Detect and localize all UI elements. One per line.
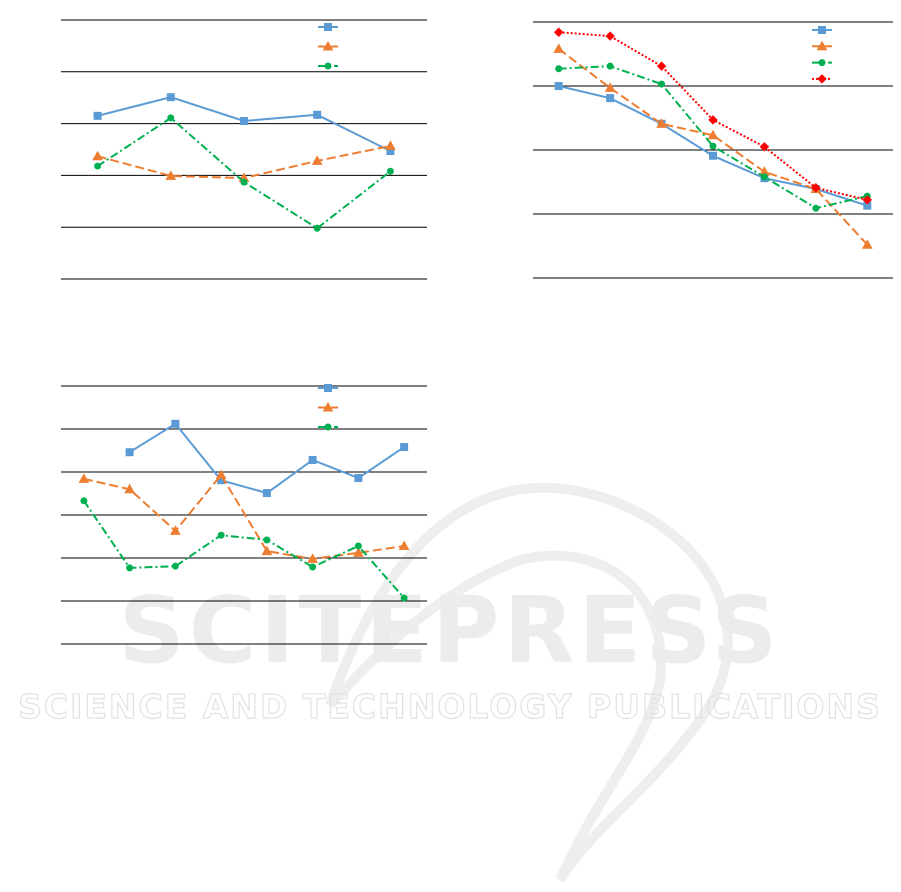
data-point [554,27,564,37]
data-point [400,443,409,452]
data-point [353,547,364,557]
line-chart [61,19,427,280]
data-point [80,497,88,505]
series-line [83,500,405,599]
line-chart [533,21,893,279]
legend-marker [817,74,827,84]
data-point [812,204,820,212]
data-point [311,155,323,165]
data-point [165,170,177,180]
data-point [166,93,175,102]
data-point [553,43,565,53]
line-chart [61,384,427,645]
legend-marker [322,40,334,51]
data-point [862,195,872,205]
data-point [400,594,408,602]
data-point [313,110,322,119]
legend-marker [324,62,332,70]
data-point [93,111,102,120]
legend-marker [324,423,332,431]
data-point [313,224,321,232]
legend-marker [818,26,826,34]
data-point [861,239,873,249]
data-point [605,31,615,41]
watermark-swirl [325,482,733,883]
data-point [555,65,563,73]
data-point [263,536,271,544]
data-point [94,162,102,170]
data-point [354,474,363,483]
data-point [606,94,615,103]
data-point [386,167,394,175]
data-point [261,545,273,556]
data-point [125,448,134,457]
data-point [262,489,271,498]
legend-marker [322,401,334,412]
data-point [606,62,614,70]
data-point [554,82,563,90]
data-point [171,419,180,428]
data-point [171,562,179,570]
data-point [217,531,225,539]
legend-marker [816,40,828,51]
data-point [215,469,227,480]
watermark-title: SCITEPRESS [118,577,781,684]
watermark: SCITEPRESS SCIENCE AND TECHNOLOGY PUBLIC… [18,482,882,883]
watermark-subtitle: SCIENCE AND TECHNOLOGY PUBLICATIONS [18,687,882,726]
data-point [398,540,410,550]
legend-marker [324,23,332,31]
data-point [709,142,717,150]
series-line [129,422,405,495]
data-point [92,150,103,161]
data-point [124,483,135,494]
data-point [78,473,90,483]
data-point [760,173,768,181]
data-point [658,80,666,88]
series-line [83,473,405,560]
data-point [240,178,248,186]
data-point [308,455,317,464]
legend-marker [818,59,826,67]
data-point [811,183,821,193]
data-point [309,563,317,571]
data-point [354,542,362,550]
data-point [170,525,181,535]
data-point [709,151,717,160]
data-point [708,115,718,125]
data-point [707,129,719,140]
data-point [240,117,248,126]
legend-marker [324,384,332,392]
data-point [604,82,616,92]
data-point [167,114,175,122]
data-point [126,564,134,572]
data-point [656,61,667,71]
data-point [385,140,396,150]
data-point [759,142,770,152]
data-point [307,553,318,563]
data-point [656,118,667,128]
